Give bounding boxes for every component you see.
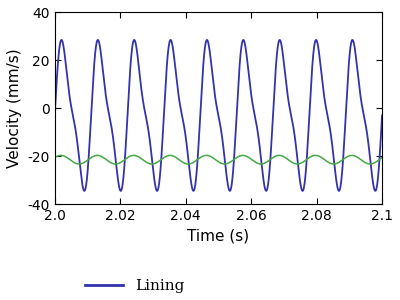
X-axis label: Time (s): Time (s) (187, 228, 250, 243)
Legend: Lining, Disc: Lining, Disc (79, 273, 191, 300)
Y-axis label: Velocity (mm/s): Velocity (mm/s) (7, 48, 22, 168)
